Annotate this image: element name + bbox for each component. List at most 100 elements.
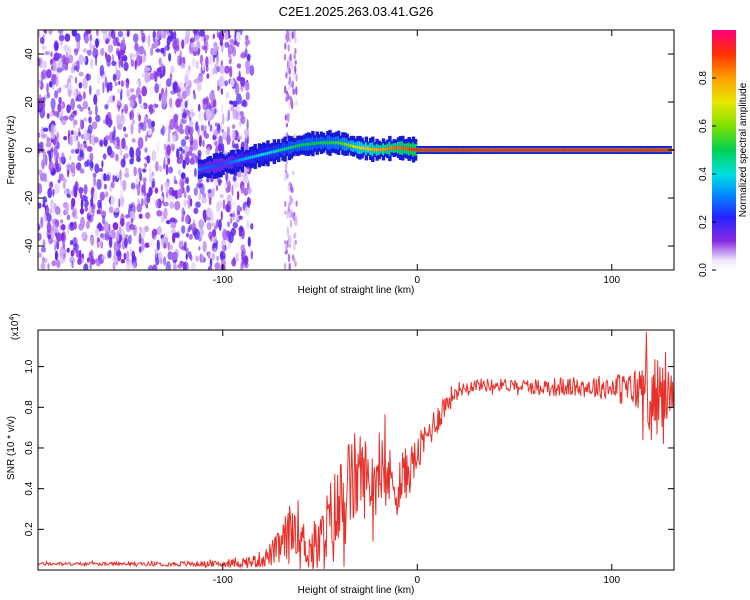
spectrogram-noise-blob [129,88,135,93]
spectrogram-noise-blob [208,231,213,240]
spectrogram-noise-blob [224,30,229,41]
spectrogram-noise-blob [195,201,201,208]
spectrogram-noise-blob [47,263,50,270]
spectrogram-noise-blob [181,207,185,219]
spectrogram-noise-blob [202,139,205,148]
spectrogram-noise-blob [61,63,66,71]
spectrogram-noise-blob [186,185,190,193]
spectrogram-noise-blob [88,116,92,124]
spectrogram-noise-blob [218,181,222,186]
ridge-core [401,146,405,150]
spectrogram-noise-blob [51,203,55,214]
spectrogram-noise-blob [289,219,293,229]
ridge-core [386,147,390,151]
ridge-core [264,152,268,156]
ridge-core [412,148,415,151]
spectrogram-noise-blob [181,90,187,100]
spectrogram-noise-blob [120,80,124,87]
spectrogram-noise-blob [99,233,104,239]
spectrogram-noise-blob [184,135,190,140]
spectrogram-noise-blob [77,140,80,152]
spectrogram-noise-blob [48,150,52,159]
snr-x-tick-label: -100 [213,575,233,586]
spectrogram-noise-blob [165,261,171,270]
spectrogram-noise-blob [236,190,240,201]
spectrogram-noise-blob [243,262,249,269]
spectrogram-noise-blob [142,168,147,173]
spectrogram-noise-blob [232,100,238,108]
spectrogram-noise-blob [244,81,250,91]
spectrogram-noise-blob [119,169,122,181]
ridge-core [345,143,349,147]
spectrogram-noise-blob [239,111,244,117]
spectrogram-noise-blob [100,47,105,56]
spectrogram-noise-blob [58,34,65,42]
ridge-core [221,162,225,166]
ridge-core [390,146,394,150]
spectrogram-noise-blob [80,222,84,229]
spectrogram-noise-blob [52,188,55,197]
spectrogram-noise-blob [131,119,136,125]
spectrogram-noise-blob [81,232,87,240]
spectrogram-noise-blob [76,104,82,109]
spectrogram-noise-blob [62,181,66,189]
spectrogram-noise-blob [202,240,207,253]
spectrogram-noise-blob [288,240,291,246]
spectrogram-noise-blob [293,233,296,240]
spectrogram-noise-blob [139,104,145,109]
spectrogram-noise-blob [230,217,233,224]
spectrogram-noise-blob [225,91,230,99]
spectrogram-noise-blob [146,193,151,204]
ridge-core [369,147,373,151]
spectrogram-noise-blob [169,106,174,112]
spectrogram-noise-blob [78,54,84,65]
ridge-core [317,141,321,145]
spectrogram-noise-blob [96,209,101,215]
ridge-core [394,146,398,150]
spectrogram-noise-blob [40,141,44,153]
spectrogram-noise-blob [289,195,292,205]
spectrogram-noise-blob [180,149,185,154]
spectrogram-noise-blob [185,233,189,238]
spectrogram-noise-blob [165,181,170,193]
spectrogram-noise-blob [76,249,80,258]
spectrogram-noise-blob [170,244,173,251]
spectrogram-noise-blob [80,198,83,211]
ridge-core [305,143,308,146]
ridge-core [245,157,249,160]
spectrogram-noise-blob [212,33,215,40]
spectrogram-noise-blob [149,164,152,176]
spectrogram-noise-blob [123,61,129,72]
ridge-core [208,165,212,169]
spectrogram-noise-blob [89,34,93,42]
spectrogram-noise-blob [87,106,91,111]
spectrogram-noise-blob [206,34,210,41]
spectrogram-noise-blob [194,167,197,178]
colorbar-gradient [712,30,736,270]
colorbar-tick-label: 0.0 [698,263,709,277]
spectrogram-noise-blob [159,72,163,79]
spectrogram-noise-blob [99,64,105,77]
spectrogram-noise-blob [176,189,183,199]
spectrogram-noise-blob [68,82,73,90]
spectrogram-noise-blob [131,53,137,58]
spectrogram-noise-blob [144,242,150,248]
spectrogram-noise-blob [292,216,296,222]
spectrogram-x-tick-label: 100 [603,275,620,286]
spectrogram-noise-blob [41,159,45,170]
spectrogram-noise-blob [106,59,111,67]
spectrogram-noise-blob [101,160,104,168]
spectrogram-noise-blob [51,84,55,91]
spectrogram-noise-blob [86,145,93,152]
spectrogram-noise-blob [195,60,199,70]
spectrogram-noise-blob [231,139,235,149]
spectrogram-noise-blob [38,143,41,155]
spectrogram-noise-blob [116,50,121,57]
spectrogram-noise-blob [245,41,248,48]
spectrogram-noise-blob [132,33,139,43]
spectrogram-noise-blob [74,148,80,154]
spectrogram-noise-blob [119,196,125,207]
spectrogram-noise-blob [242,172,245,177]
spectrogram-noise-blob [214,108,217,114]
spectrogram-noise-blob [149,103,154,115]
